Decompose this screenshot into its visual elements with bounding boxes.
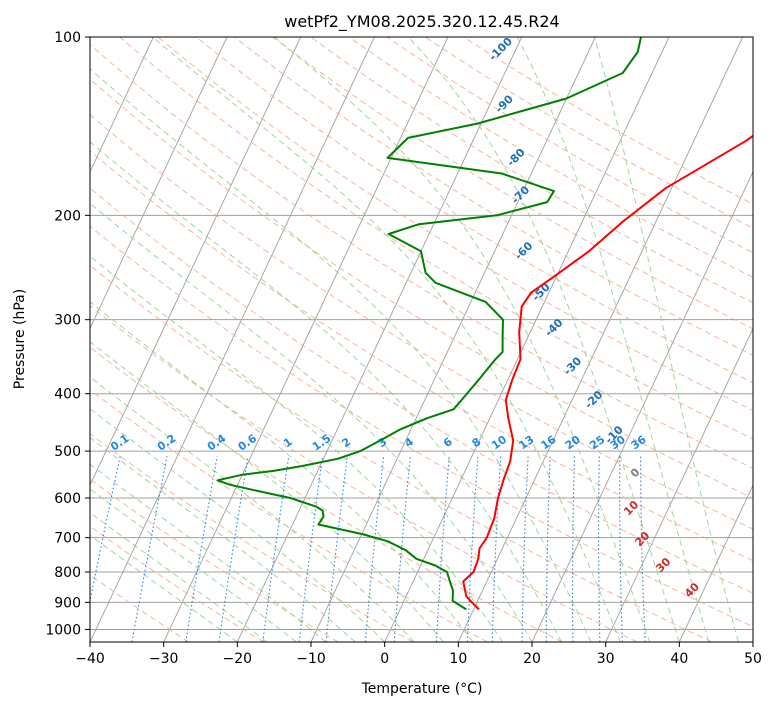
x-tick-label: 40 — [670, 651, 688, 667]
y-tick-label: 1000 — [45, 622, 81, 638]
moist-adiabat-line — [90, 463, 327, 642]
isotherm-line — [90, 37, 375, 642]
dry-adiabat-line — [195, 37, 753, 384]
isotherm-line — [384, 37, 670, 642]
isotherm-line — [90, 37, 154, 173]
dry-adiabat-line — [90, 113, 753, 530]
mixing-ratio-line — [491, 456, 502, 642]
isotherm-line — [90, 37, 302, 487]
temperature-profile — [462, 134, 753, 611]
mixing-ratio-line — [545, 456, 551, 642]
x-axis: −40 −30 −20 −10 0 10 20 30 40 50 — [75, 642, 762, 667]
x-tick-label: −30 — [149, 651, 179, 667]
y-tick-label: 500 — [54, 444, 81, 460]
moist-adiabat-line — [273, 37, 651, 642]
x-axis-title: Temperature (°C) — [361, 681, 483, 697]
y-tick-label: 700 — [54, 531, 81, 547]
y-tick-label: 900 — [54, 595, 81, 611]
chart-title: wetPf2_YM08.2025.320.12.45.R24 — [284, 12, 559, 32]
y-tick-label: 300 — [54, 313, 81, 329]
isotherm-line — [457, 37, 744, 642]
moist-adiabat-line — [90, 436, 356, 642]
mixing-ratio-line — [571, 456, 576, 642]
dry-adiabat-line — [90, 346, 563, 642]
mixing-ratio-line — [325, 456, 348, 642]
plot-frame — [89, 36, 754, 643]
x-tick-label: 50 — [744, 651, 762, 667]
mixing-ratio-line — [640, 456, 646, 642]
background-lines — [90, 37, 753, 642]
y-axis: 100 200 300 400 500 600 700 800 900 1000 — [45, 30, 90, 638]
moist-adiabat-line — [90, 141, 562, 642]
y-tick-label: 600 — [54, 491, 81, 507]
y-tick-label: 800 — [54, 565, 81, 581]
y-tick-label: 200 — [54, 208, 81, 224]
x-tick-label: 10 — [449, 651, 467, 667]
moist-adiabat-line — [152, 37, 621, 642]
dry-adiabat-line — [90, 264, 712, 642]
dry-adiabat-line — [90, 225, 753, 628]
mixing-ratio-line — [185, 456, 218, 642]
dry-adiabat-line — [463, 37, 753, 205]
x-tick-label: 30 — [597, 651, 615, 667]
moist-adiabat-line — [593, 37, 739, 642]
x-tick-label: 0 — [380, 651, 389, 667]
mixing-ratio-line — [598, 456, 601, 642]
mixing-ratio-line — [364, 456, 385, 642]
mixing-ratio-line — [131, 456, 168, 642]
y-axis-title: Pressure (hPa) — [12, 289, 28, 389]
moist-adiabat-line — [90, 255, 503, 642]
y-tick-label: 100 — [54, 30, 81, 46]
isotherm-line — [163, 37, 449, 642]
mixing-ratio-line — [262, 456, 290, 642]
moist-adiabat-line — [90, 511, 268, 642]
isotherm-line — [90, 37, 228, 330]
dry-adiabat-line — [90, 389, 488, 642]
moist-adiabat-line — [516, 37, 710, 642]
moist-adiabat-line — [90, 202, 533, 642]
x-tick-label: −20 — [223, 651, 253, 667]
moist-adiabat-line — [90, 534, 238, 642]
mixing-ratio-line — [435, 456, 450, 642]
dry-adiabat-line — [90, 187, 753, 594]
dry-adiabat-line — [90, 525, 264, 642]
mixing-ratio-line — [466, 456, 479, 642]
y-tick-label: 400 — [54, 387, 81, 403]
isotherm-line — [236, 37, 523, 642]
moist-adiabat-line — [407, 37, 680, 642]
profiles — [216, 37, 753, 611]
x-tick-label: −10 — [296, 651, 326, 667]
x-tick-label: 20 — [523, 651, 541, 667]
moist-adiabat-line — [90, 68, 592, 642]
x-tick-label: −40 — [75, 651, 105, 667]
dewpoint-profile — [216, 37, 642, 611]
dry-adiabat-line — [119, 37, 753, 440]
mixing-ratio-line — [619, 456, 623, 642]
moist-adiabat-line — [90, 408, 386, 642]
moist-adiabat-line — [90, 341, 444, 642]
dry-adiabat-line — [90, 43, 753, 469]
dry-adiabat-line — [157, 37, 753, 412]
isotherm-line — [605, 327, 753, 642]
isotherm-line — [678, 484, 753, 642]
mixing-ratio-line — [521, 456, 529, 642]
dry-adiabat-line — [90, 78, 753, 499]
